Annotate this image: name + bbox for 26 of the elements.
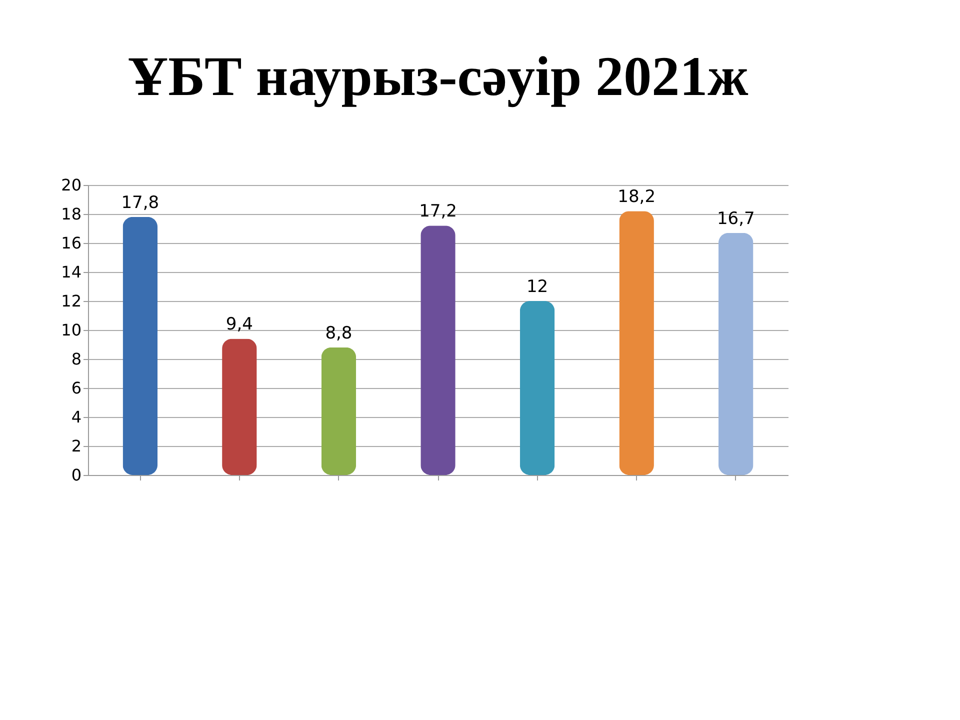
- y-tick-label: 2: [71, 436, 82, 456]
- bar: [122, 216, 158, 475]
- y-tick-label: 16: [61, 234, 82, 252]
- y-tick-label: 20: [61, 176, 82, 194]
- y-tick-label: 8: [71, 350, 82, 368]
- bar: [321, 347, 356, 475]
- y-tick-label: 12: [61, 292, 82, 310]
- data-label: 9,4: [226, 314, 253, 335]
- bar: [718, 232, 754, 475]
- bar: [222, 338, 257, 475]
- bar: [619, 211, 654, 475]
- y-tick-label: 4: [71, 408, 82, 426]
- y-tick-label: 0: [71, 466, 82, 484]
- y-tick-label: 6: [71, 378, 82, 398]
- y-tick-label: 18: [61, 204, 82, 224]
- bar: [420, 226, 456, 475]
- y-tick-label: 10: [61, 320, 82, 340]
- bar: [520, 301, 555, 475]
- y-tick-label: 14: [61, 262, 82, 282]
- data-label: 12: [526, 277, 548, 297]
- data-label: 17,2: [419, 202, 457, 222]
- data-label: 18,2: [618, 187, 656, 208]
- data-label: 17,8: [121, 192, 160, 213]
- data-label: 8,8: [325, 323, 352, 344]
- chart-title: ҰБТ наурыз-сәуір 2021ж: [128, 46, 749, 108]
- data-label: 16,7: [716, 208, 755, 229]
